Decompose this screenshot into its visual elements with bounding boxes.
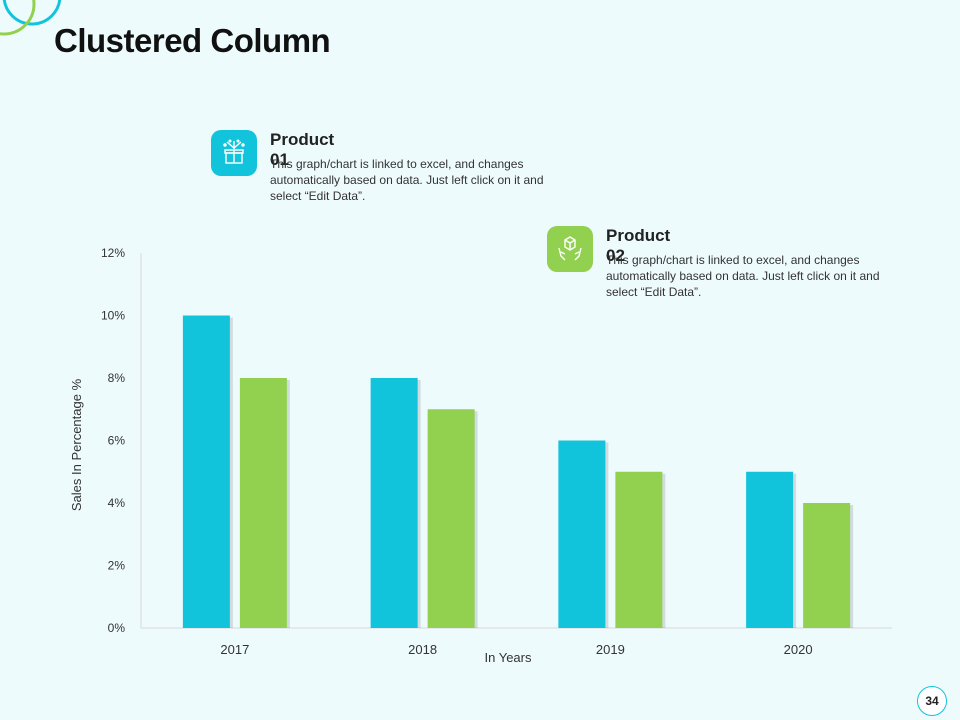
y-tick-label: 2% xyxy=(108,559,126,573)
bar-2017-series-1 xyxy=(182,315,230,628)
y-tick-label: 12% xyxy=(101,246,125,260)
x-axis-title: In Years xyxy=(485,650,532,665)
legend-description-product-02: This graph/chart is linked to excel, and… xyxy=(606,253,880,299)
gift-box-icon xyxy=(211,130,257,176)
bar-2017-series-2 xyxy=(239,378,287,628)
bar-2020-series-2 xyxy=(803,503,851,628)
legend-description-product-01: This graph/chart is linked to excel, and… xyxy=(270,157,544,203)
y-tick-label: 8% xyxy=(108,371,126,385)
page-number-badge: 34 xyxy=(917,686,947,716)
slide-title: Clustered Column xyxy=(54,22,331,59)
hands-holding-box-icon xyxy=(547,226,593,272)
x-tick-label: 2020 xyxy=(784,642,813,657)
y-tick-label: 0% xyxy=(108,621,126,635)
legend-name-product-02: Product 02 xyxy=(606,226,671,265)
y-tick-label: 10% xyxy=(101,309,125,323)
bar-2018-series-1 xyxy=(370,378,418,628)
y-tick-label: 4% xyxy=(108,496,126,510)
x-tick-label: 2017 xyxy=(220,642,249,657)
x-tick-label: 2018 xyxy=(408,642,437,657)
y-tick-label: 6% xyxy=(108,434,126,448)
bar-2018-series-2 xyxy=(427,409,475,628)
bar-2019-series-1 xyxy=(558,440,606,628)
y-axis-title: Sales In Percentage % xyxy=(69,378,84,511)
legend-name-product-01: Product 01 xyxy=(270,130,335,169)
bar-2019-series-2 xyxy=(615,471,663,628)
x-tick-label: 2019 xyxy=(596,642,625,657)
bar-2020-series-1 xyxy=(746,471,794,628)
